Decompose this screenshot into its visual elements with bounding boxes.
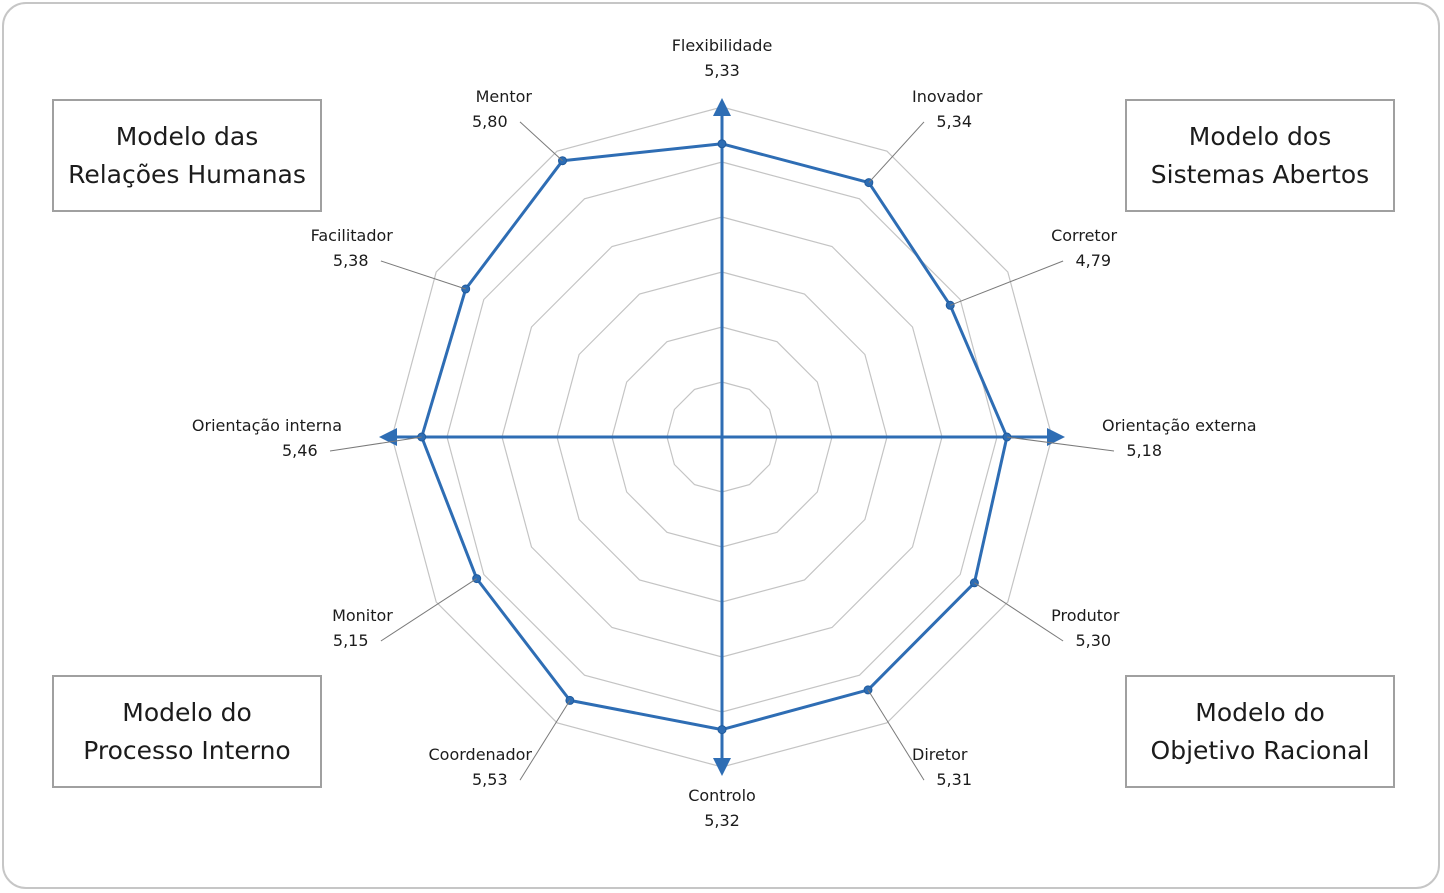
value-label: 5,30 bbox=[1075, 631, 1111, 650]
value-label: 5,32 bbox=[704, 811, 740, 830]
value-label: 5,33 bbox=[704, 61, 740, 80]
value-label: 5,46 bbox=[282, 441, 318, 460]
category-label: Facilitador bbox=[311, 226, 394, 245]
value-label: 5,80 bbox=[472, 112, 508, 131]
category-label: Inovador bbox=[912, 87, 983, 106]
model-box-open-systems: Modelo dos Sistemas Abertos bbox=[1125, 99, 1395, 212]
model-title-line: Processo Interno bbox=[83, 735, 291, 765]
data-point bbox=[717, 139, 727, 149]
value-label: 5,31 bbox=[936, 770, 972, 789]
leader-line bbox=[950, 260, 1064, 306]
model-box-rational-goal: Modelo do Objetivo Racional bbox=[1125, 675, 1395, 788]
category-label: Orientação externa bbox=[1102, 416, 1257, 435]
model-title-line: Modelo do bbox=[1195, 697, 1325, 727]
leader-line bbox=[519, 700, 571, 781]
model-title-line: Sistemas Abertos bbox=[1150, 159, 1370, 189]
category-label: Diretor bbox=[912, 745, 968, 764]
model-box-human-relations: Modelo das Relações Humanas bbox=[52, 99, 322, 212]
model-title-line: Objetivo Racional bbox=[1150, 735, 1370, 765]
labels: Flexibilidade 5,33 Inovador 5,34 Corretor 4,7… bbox=[192, 36, 1257, 830]
leader-line bbox=[1006, 436, 1115, 452]
leader-line bbox=[974, 582, 1064, 642]
value-label: 5,34 bbox=[936, 112, 972, 131]
axes bbox=[379, 98, 1065, 776]
leader-line bbox=[329, 436, 422, 452]
category-label: Coordenador bbox=[428, 745, 532, 764]
value-label: 5,38 bbox=[333, 251, 369, 270]
leader-line bbox=[868, 121, 925, 183]
category-label: Monitor bbox=[332, 606, 393, 625]
category-label: Mentor bbox=[476, 87, 533, 106]
model-title-line: Modelo das bbox=[115, 121, 259, 151]
category-label: Flexibilidade bbox=[672, 36, 773, 55]
category-label: Corretor bbox=[1051, 226, 1117, 245]
model-title-line: Modelo dos bbox=[1188, 121, 1332, 151]
value-label: 5,18 bbox=[1126, 441, 1162, 460]
model-title-line: Relações Humanas bbox=[68, 159, 306, 189]
value-label: 4,79 bbox=[1075, 251, 1111, 270]
value-label: 5,53 bbox=[472, 770, 508, 789]
leader-line bbox=[380, 260, 466, 290]
model-title-line: Modelo do bbox=[122, 697, 252, 727]
leader-line bbox=[380, 578, 477, 642]
leader-line bbox=[867, 689, 925, 781]
leader-line bbox=[519, 121, 563, 162]
category-label: Produtor bbox=[1051, 606, 1120, 625]
value-label: 5,15 bbox=[333, 631, 369, 650]
category-label: Controlo bbox=[688, 786, 756, 805]
data-point bbox=[717, 725, 727, 735]
category-label: Orientação interna bbox=[192, 416, 342, 435]
model-box-internal-process: Modelo do Processo Interno bbox=[52, 675, 322, 788]
